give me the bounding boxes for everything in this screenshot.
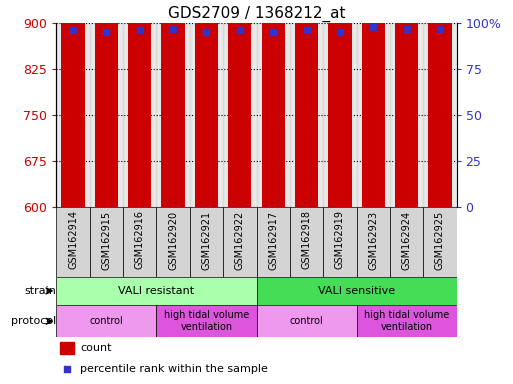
Bar: [428, 0, 451, 207]
Point: [436, 25, 444, 31]
Bar: [90, 207, 123, 276]
Bar: [56, 23, 90, 207]
Title: GDS2709 / 1368212_at: GDS2709 / 1368212_at: [168, 5, 345, 22]
Point: [202, 29, 210, 35]
Bar: [190, 207, 223, 276]
Text: protocol: protocol: [11, 316, 56, 326]
Bar: [423, 207, 457, 276]
Text: GSM162915: GSM162915: [102, 210, 111, 270]
Point: [336, 29, 344, 35]
Bar: [390, 23, 423, 207]
Bar: [61, 342, 74, 354]
Bar: [256, 305, 357, 337]
Bar: [156, 305, 256, 337]
Bar: [128, 0, 151, 207]
Point: [69, 27, 77, 33]
Text: high tidal volume
ventilation: high tidal volume ventilation: [364, 310, 449, 332]
Bar: [90, 23, 123, 207]
Bar: [56, 207, 90, 276]
Point: [369, 24, 377, 30]
Text: GSM162919: GSM162919: [335, 210, 345, 270]
Text: GSM162920: GSM162920: [168, 210, 178, 270]
Text: percentile rank within the sample: percentile rank within the sample: [81, 364, 268, 374]
Text: control: control: [90, 316, 123, 326]
Text: high tidal volume
ventilation: high tidal volume ventilation: [164, 310, 249, 332]
Bar: [95, 0, 118, 207]
Point: [269, 29, 277, 35]
Text: VALI resistant: VALI resistant: [119, 286, 194, 296]
Text: strain: strain: [25, 286, 56, 296]
Bar: [195, 0, 218, 207]
Bar: [256, 276, 457, 305]
Point: [102, 29, 110, 35]
Bar: [357, 207, 390, 276]
Bar: [328, 0, 351, 207]
Bar: [190, 23, 223, 207]
Bar: [256, 23, 290, 207]
Text: GSM162917: GSM162917: [268, 210, 278, 270]
Bar: [223, 207, 256, 276]
Bar: [56, 305, 156, 337]
Text: GSM162922: GSM162922: [235, 210, 245, 270]
Text: GSM162925: GSM162925: [435, 210, 445, 270]
Bar: [56, 276, 256, 305]
Point: [169, 25, 177, 31]
Bar: [162, 0, 185, 207]
Bar: [228, 0, 251, 207]
Bar: [390, 207, 423, 276]
Bar: [362, 0, 385, 207]
Text: GSM162921: GSM162921: [202, 210, 211, 270]
Point: [135, 27, 144, 33]
Point: [63, 366, 71, 372]
Point: [302, 27, 310, 33]
Bar: [295, 0, 318, 207]
Bar: [357, 305, 457, 337]
Bar: [262, 0, 285, 207]
Bar: [395, 0, 418, 207]
Text: GSM162916: GSM162916: [135, 210, 145, 270]
Bar: [62, 0, 85, 207]
Point: [402, 25, 410, 31]
Text: GSM162923: GSM162923: [368, 210, 378, 270]
Bar: [123, 23, 156, 207]
Bar: [290, 207, 323, 276]
Bar: [290, 23, 323, 207]
Bar: [156, 207, 190, 276]
Text: GSM162924: GSM162924: [402, 210, 411, 270]
Bar: [156, 23, 190, 207]
Bar: [323, 23, 357, 207]
Bar: [123, 207, 156, 276]
Text: VALI sensitive: VALI sensitive: [318, 286, 395, 296]
Text: count: count: [81, 343, 112, 353]
Bar: [323, 207, 357, 276]
Text: GSM162914: GSM162914: [68, 210, 78, 270]
Text: control: control: [290, 316, 323, 326]
Bar: [223, 23, 256, 207]
Bar: [423, 23, 457, 207]
Bar: [256, 207, 290, 276]
Bar: [357, 23, 390, 207]
Point: [235, 27, 244, 33]
Text: GSM162918: GSM162918: [302, 210, 311, 270]
